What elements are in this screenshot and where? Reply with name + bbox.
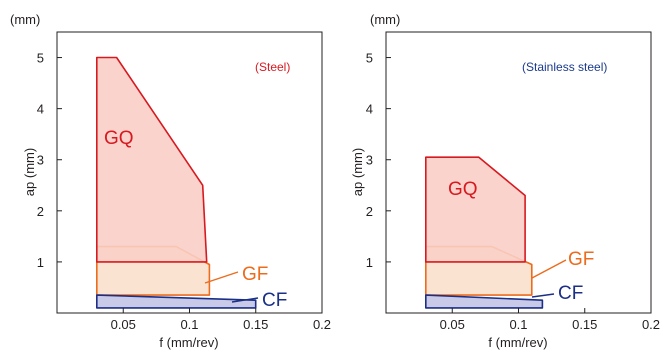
region-label-cf: CF — [262, 290, 287, 311]
region-label-cf: CF — [558, 283, 583, 304]
regions — [425, 156, 544, 309]
x-tick-label: 0.2 — [313, 317, 331, 332]
y-unit-label: (mm) — [10, 12, 40, 27]
x-axis-label: f (mm/rev) — [159, 335, 218, 350]
region-gq — [96, 56, 208, 263]
region-label-gf: GF — [242, 264, 268, 285]
x-tick-label: 0.15 — [243, 317, 268, 332]
region-gq — [425, 156, 526, 263]
y-tick-label: 4 — [37, 102, 44, 117]
region-cf — [96, 294, 257, 309]
y-tick-label: 5 — [37, 51, 44, 66]
regions — [96, 56, 257, 309]
stainless-steel-chart: (mm) ap (mm) f (mm/rev) (Stainless steel… — [350, 12, 660, 350]
x-tick-label: 0.2 — [642, 317, 660, 332]
ticks: 0.05 0.1 0.15 0.2 1 2 3 4 5 — [366, 51, 660, 332]
region-label-gf: GF — [568, 249, 594, 270]
x-axis-label: f (mm/rev) — [488, 335, 547, 350]
y-axis-label: ap (mm) — [22, 148, 37, 196]
y-tick-label: 3 — [366, 153, 373, 168]
region-cf — [425, 294, 544, 309]
ticks: 0.05 0.1 0.15 0.2 1 2 3 4 5 — [37, 51, 331, 332]
y-tick-label: 1 — [366, 255, 373, 270]
steel-chart: (mm) ap (mm) f (mm/rev) (Steel) 0.05 0.1 0… — [10, 12, 331, 350]
material-tag: (Stainless steel) — [522, 60, 607, 74]
leader-line-gf — [204, 271, 239, 284]
y-tick-label: 3 — [37, 153, 44, 168]
material-tag: (Steel) — [255, 60, 290, 74]
x-tick-label: 0.05 — [440, 317, 465, 332]
region-labels: GQ GF CF — [104, 128, 287, 311]
y-tick-label: 4 — [366, 102, 373, 117]
y-tick-label: 2 — [37, 204, 44, 219]
region-labels: GQ GF CF — [448, 179, 594, 304]
y-tick-label: 2 — [366, 204, 373, 219]
leader-line-cf — [231, 297, 259, 303]
region-label-gq: GQ — [448, 179, 478, 200]
leader-line-cf — [531, 293, 555, 298]
x-tick-label: 0.1 — [180, 317, 198, 332]
leader-line-gf — [531, 259, 567, 279]
y-tick-label: 1 — [37, 255, 44, 270]
x-tick-label: 0.05 — [111, 317, 136, 332]
y-unit-label: (mm) — [370, 12, 400, 27]
x-tick-label: 0.15 — [572, 317, 597, 332]
y-axis-label: ap (mm) — [350, 148, 365, 196]
y-tick-label: 5 — [366, 51, 373, 66]
x-tick-label: 0.1 — [509, 317, 527, 332]
region-label-gq: GQ — [104, 128, 134, 149]
